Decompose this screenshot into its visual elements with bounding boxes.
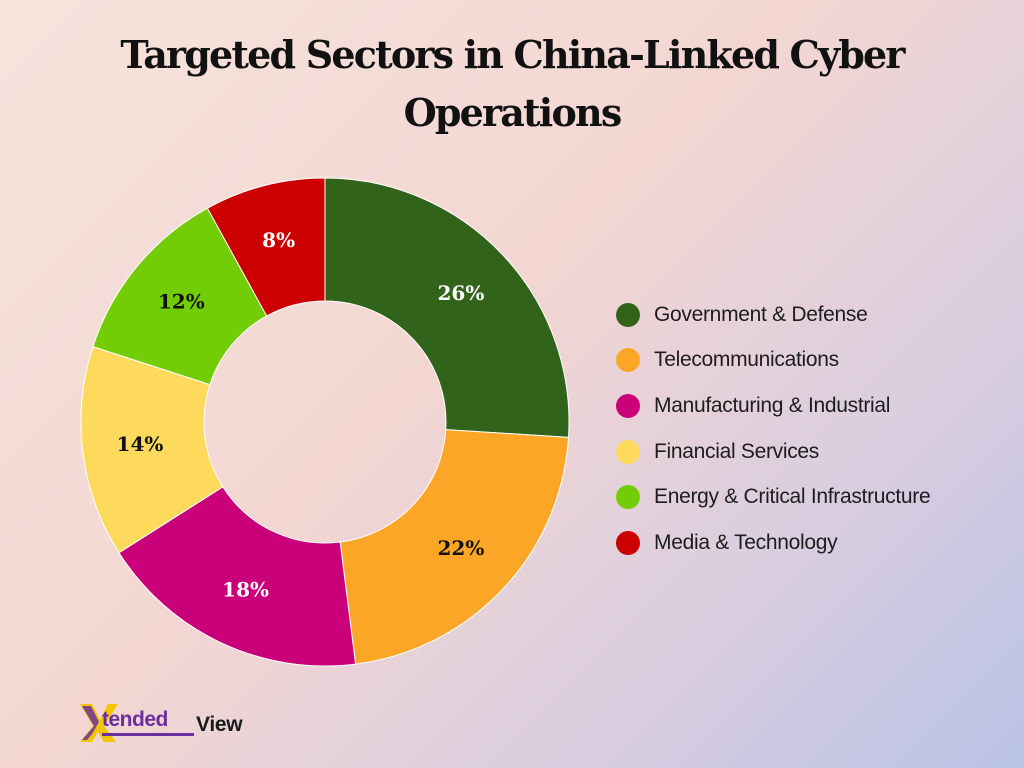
legend-swatch <box>616 485 640 510</box>
legend-swatch <box>616 302 640 327</box>
slice-label: 12% <box>158 290 205 314</box>
legend-item: Energy & Critical Infrastructure <box>616 474 931 520</box>
legend-label: Manufacturing & Industrial <box>654 393 891 417</box>
legend-swatch <box>616 393 640 418</box>
logo-text-view: View <box>196 713 243 736</box>
chart-title: Targeted Sectors in China-Linked Cyber O… <box>120 32 905 135</box>
slice-media-technology <box>206 177 326 317</box>
slice-label: 26% <box>438 281 485 305</box>
slice-telecommunications <box>339 429 570 665</box>
legend-item: Government & Defense <box>616 292 930 338</box>
slice-labels-group: 26% 22% 18% 14% 12% 8% <box>117 228 485 601</box>
legend-label: Government & Defense <box>654 302 868 326</box>
slice-government-defense <box>324 177 570 438</box>
legend-swatch <box>616 530 640 555</box>
logo-text-tended: tended <box>102 708 168 731</box>
chart-legend: Government & Defense Telecommunications Ma… <box>616 292 931 566</box>
logo-underline <box>102 733 194 736</box>
slice-label: 22% <box>438 536 485 560</box>
legend-label: Media & Technology <box>654 530 838 554</box>
slice-label: 18% <box>222 577 269 601</box>
legend-label: Financial Services <box>654 439 819 463</box>
legend-swatch <box>616 348 640 373</box>
slice-manufacturing-industrial <box>118 486 357 667</box>
legend-label: Energy & Critical Infrastructure <box>654 485 931 509</box>
slices-group <box>80 177 570 667</box>
legend-label: Telecommunications <box>654 348 839 372</box>
legend-item: Telecommunications <box>616 338 930 384</box>
slice-label: 14% <box>117 432 164 456</box>
legend-item: Manufacturing & Industrial <box>616 383 930 429</box>
legend-item: Media & Technology <box>616 520 930 566</box>
slice-energy-critical-infrastructure <box>92 207 268 386</box>
logo-x-icon <box>80 704 118 742</box>
brand-logo: tended View <box>78 700 268 748</box>
slice-financial-services <box>80 345 224 554</box>
legend-item: Financial Services <box>616 429 930 475</box>
slice-label: 8% <box>262 228 295 252</box>
legend-swatch <box>616 439 640 464</box>
